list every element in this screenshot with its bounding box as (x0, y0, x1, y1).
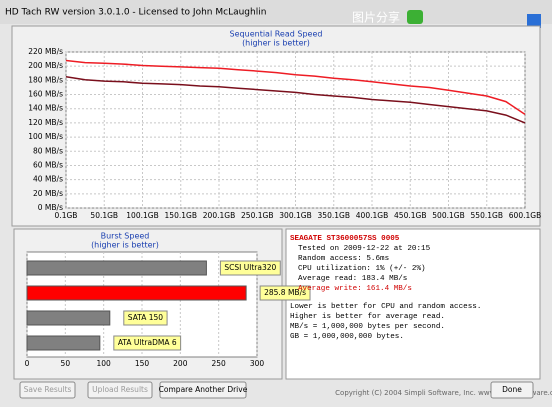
burst-bar (26, 310, 111, 326)
read-subtitle: (higher is better) (242, 39, 310, 48)
label-box (113, 335, 182, 351)
x-tick-label: 200 (173, 359, 188, 368)
button[interactable] (159, 381, 247, 399)
burst-bar (26, 260, 207, 276)
y-tick-label: 80 MB/s (33, 146, 63, 155)
x-tick-label: 500.1GB (432, 211, 464, 220)
x-tick-label: 100.1GB (126, 211, 158, 220)
burst-subtitle: (higher is better) (91, 241, 159, 250)
button (87, 381, 153, 399)
read-title: Sequential Read Speed (230, 30, 323, 39)
y-tick-label: 180 MB/s (28, 75, 63, 84)
burst-bar (26, 285, 247, 301)
x-tick-label: 250.1GB (241, 211, 273, 220)
x-tick-label: 600.1GB (509, 211, 541, 220)
button (19, 381, 76, 399)
y-tick-label: 60 MB/s (33, 160, 63, 169)
y-tick-label: 0 MB/s (38, 203, 63, 212)
bar-label: 285.8 MB/s (264, 288, 306, 297)
info-line: Higher is better for average read. (290, 313, 445, 321)
x-tick-label: 350.1GB (318, 211, 350, 220)
bar-label: SATA 150 (128, 313, 164, 322)
info-line: MB/s = 1,000,000 bytes per second. (290, 323, 445, 331)
x-tick-label: 100 (97, 359, 112, 368)
label-box (259, 285, 311, 301)
x-tick-label: 0.1GB (55, 211, 78, 220)
y-tick-label: 20 MB/s (33, 189, 63, 198)
add-icon[interactable] (527, 14, 541, 28)
info-line: Average read: 183.4 MB/s (298, 275, 407, 283)
info-panel (285, 228, 541, 380)
button[interactable] (490, 381, 534, 399)
x-tick-label: 150 (135, 359, 150, 368)
info-line: Random access: 5.6ms (298, 255, 389, 263)
y-tick-label: 40 MB/s (33, 175, 63, 184)
y-tick-label: 160 MB/s (28, 90, 63, 99)
share-icon[interactable] (407, 10, 423, 24)
button-label: Upload Results (92, 385, 148, 394)
info-line: Average write: 161.4 MB/s (298, 285, 412, 293)
x-tick-label: 50 (61, 359, 71, 368)
info-line: Tested on 2009-12-22 at 20:15 (298, 245, 431, 253)
burst-title: Burst Speed (101, 232, 150, 241)
x-tick-label: 150.1GB (165, 211, 197, 220)
button-label: Done (502, 385, 522, 394)
x-tick-label: 450.1GB (394, 211, 426, 220)
read-line (65, 76, 526, 124)
title-bar (0, 0, 552, 24)
burst-bar (26, 335, 101, 351)
x-tick-label: 250 (212, 359, 227, 368)
x-tick-label: 200.1GB (203, 211, 235, 220)
y-tick-label: 220 MB/s (28, 47, 63, 56)
x-tick-label: 300.1GB (279, 211, 311, 220)
bar-label: SCSI Ultra320 (224, 263, 276, 272)
label-box (219, 260, 281, 276)
x-tick-label: 550.1GB (471, 211, 503, 220)
label-box (123, 310, 168, 326)
y-tick-label: 120 MB/s (28, 118, 63, 127)
y-tick-label: 140 MB/s (28, 104, 63, 113)
bar-label: ATA UltraDMA 6 (118, 338, 177, 347)
button-label: Save Results (24, 385, 72, 394)
info-line: SEAGATE ST3600057SS 0005 (290, 235, 400, 243)
x-tick-label: 50.1GB (90, 211, 118, 220)
info-line: CPU utilization: 1% (+/- 2%) (298, 265, 426, 273)
copyright: Copyright (C) 2004 Simpli Software, Inc.… (335, 389, 552, 397)
y-tick-label: 200 MB/s (28, 61, 63, 70)
x-tick-label: 0 (25, 359, 30, 368)
window-title: HD Tach RW version 3.0.1.0 - Licensed to… (5, 8, 266, 18)
info-line: GB = 1,000,000,000 bytes. (290, 333, 404, 341)
overlay-text: 图片分享 (352, 10, 400, 25)
y-tick-label: 100 MB/s (28, 132, 63, 141)
info-line: Lower is better for CPU and random acces… (290, 303, 481, 311)
button-label: Compare Another Drive (159, 385, 248, 394)
x-tick-label: 400.1GB (356, 211, 388, 220)
x-tick-label: 300 (250, 359, 265, 368)
read-line (65, 59, 526, 116)
